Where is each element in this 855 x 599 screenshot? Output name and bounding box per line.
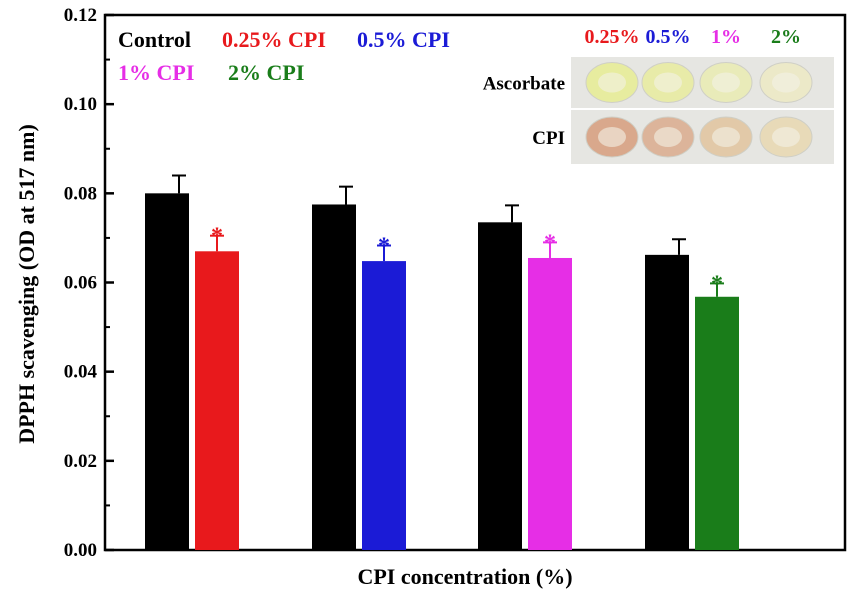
well-center (772, 127, 800, 147)
legend-entry: 1% CPI (118, 60, 194, 85)
control-bar (478, 222, 522, 550)
well-center (772, 72, 800, 93)
inset-row-label: Ascorbate (483, 74, 565, 95)
legend-entry: 0.25% CPI (222, 27, 326, 52)
inset-column-header: 2% (771, 26, 801, 48)
treated-bar (695, 296, 739, 550)
well-center (654, 127, 682, 147)
well-center (654, 72, 682, 93)
significance-marker: * (711, 271, 723, 297)
x-axis-title: CPI concentration (%) (357, 564, 572, 589)
legend: Control 0.25% CPI 0.5% CPI 1% CPI 2% CPI (118, 27, 450, 85)
y-axis-title: DPPH scavenging (OD at 517 nm) (14, 124, 39, 444)
well-center (598, 127, 626, 147)
y-tick-label: 0.06 (64, 273, 97, 294)
treated-bar (195, 251, 239, 550)
legend-entry: 0.5% CPI (357, 27, 450, 52)
legend-entry: Control (118, 27, 191, 52)
significance-marker: * (211, 224, 223, 250)
significance-marker: * (378, 233, 390, 259)
inset-photo: 0.25% 0.5% 1% 2% Ascorbate CPI (483, 26, 834, 164)
y-tick-label: 0.04 (64, 362, 98, 383)
control-bar (145, 193, 189, 551)
inset-column-header: 0.25% (585, 26, 640, 48)
control-bar (645, 254, 689, 550)
y-tick-label: 0.10 (64, 94, 97, 115)
significance-marker: * (544, 230, 556, 256)
well-center (598, 72, 626, 93)
inset-column-header: 0.5% (646, 26, 691, 48)
y-tick-label: 0.00 (64, 540, 97, 561)
axes: 0.00 0.02 0.04 0.06 0.08 0.10 0.12 (64, 5, 847, 561)
y-tick-label: 0.12 (64, 5, 97, 26)
y-tick-label: 0.08 (64, 183, 97, 204)
bars: * * * * (145, 174, 739, 551)
inset-row-label: CPI (532, 128, 565, 149)
legend-entry: 2% CPI (228, 60, 304, 85)
inset-column-header: 1% (711, 26, 741, 48)
well-center (712, 127, 740, 147)
treated-bar (528, 257, 572, 550)
well-center (712, 72, 740, 93)
treated-bar (362, 261, 406, 550)
control-bar (312, 204, 356, 550)
y-tick-label: 0.02 (64, 451, 97, 472)
